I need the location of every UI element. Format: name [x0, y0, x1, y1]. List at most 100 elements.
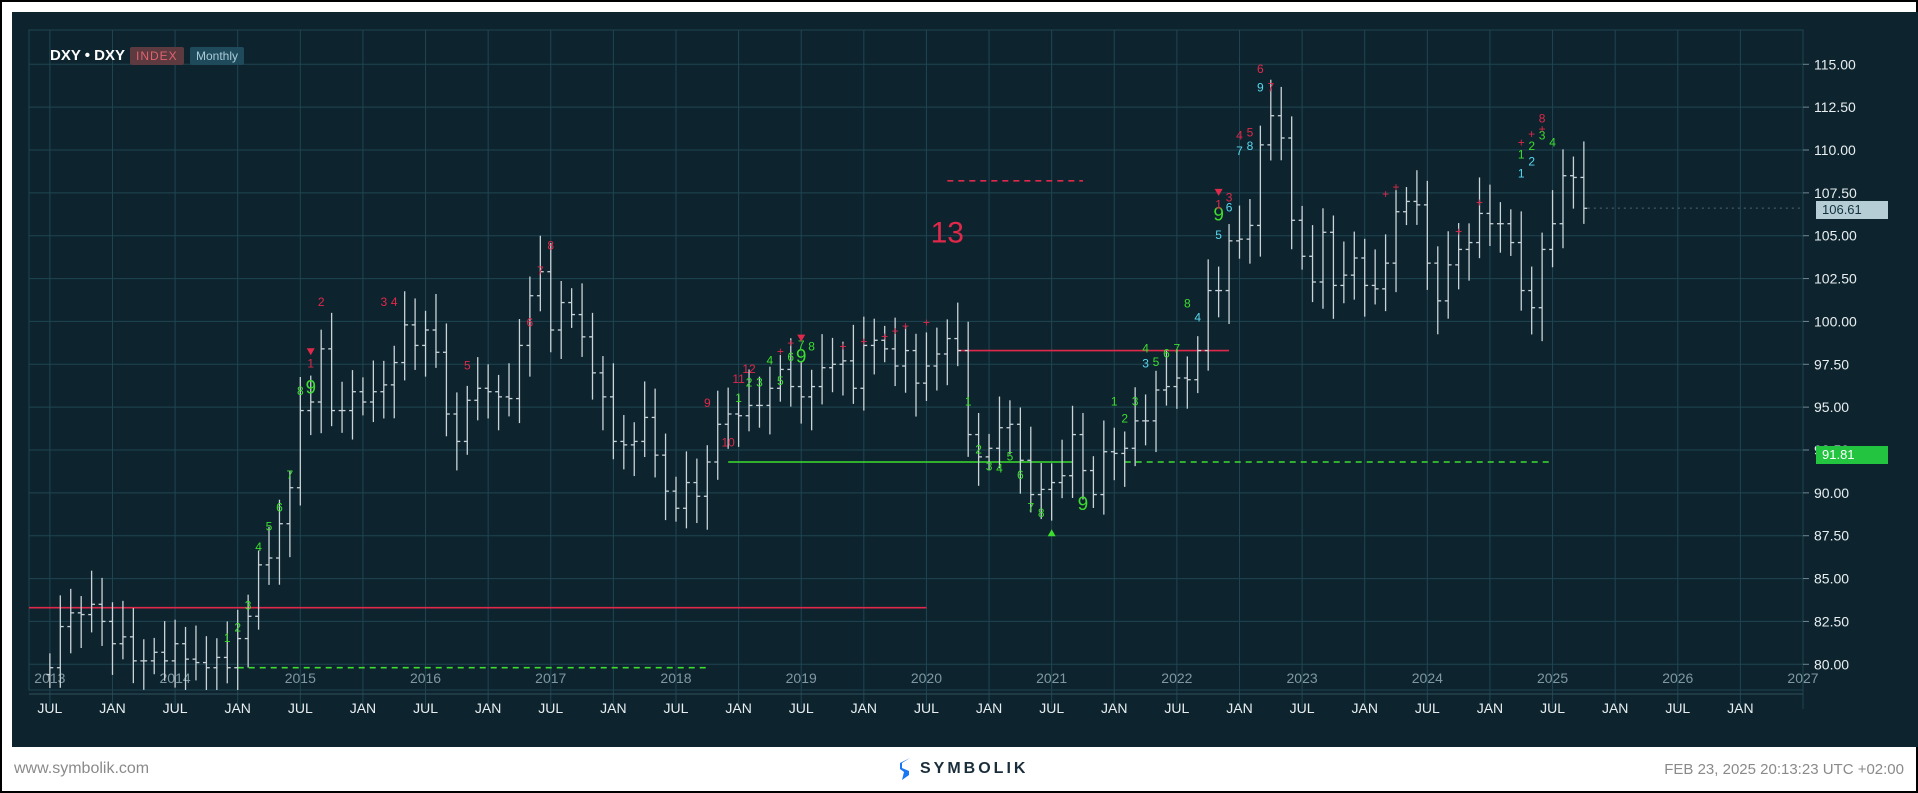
ohlc-bar	[641, 381, 649, 458]
td-count-label: 5	[1247, 125, 1254, 139]
month-tick-label: JAN	[224, 700, 250, 716]
td-count-label: 4	[996, 461, 1003, 475]
ohlc-bar	[1058, 439, 1066, 499]
td-count-label: 2	[1528, 154, 1535, 168]
td-count-label: 7	[287, 468, 294, 482]
ohlc-bar	[1246, 199, 1254, 264]
ohlc-bar	[829, 337, 836, 393]
ohlc-bar	[881, 325, 889, 363]
y-tick-label: 100.00	[1814, 313, 1857, 329]
td-count-label: 8	[1038, 506, 1045, 520]
ohlc-bar	[975, 412, 983, 486]
td-count-label: +	[839, 340, 846, 354]
ohlc-bar	[536, 235, 544, 312]
ohlc-bar	[1131, 387, 1139, 467]
td-count-label: +	[860, 334, 867, 348]
ohlc-bar	[964, 321, 972, 457]
ohlc-bar	[77, 596, 85, 648]
ohlc-bar	[1538, 232, 1546, 342]
last-price-tag: 106.61	[1816, 201, 1888, 219]
ohlc-bar	[620, 415, 628, 470]
ohlc-bar	[1392, 190, 1400, 293]
ohlc-bar	[150, 637, 158, 675]
ohlc-bar	[1194, 336, 1202, 394]
td-count-label: 3	[380, 295, 387, 309]
td-count-label: 1	[1215, 197, 1222, 211]
ohlc-bar	[1319, 208, 1327, 309]
td-count-label: 5	[1215, 228, 1222, 242]
td-count-label: 1	[307, 357, 314, 371]
month-tick-label: JAN	[1602, 700, 1628, 716]
month-tick-label: JUL	[163, 700, 188, 716]
month-tick-label: JUL	[789, 700, 814, 716]
sell-arrow-icon	[1214, 188, 1223, 196]
month-tick-label: JUL	[914, 700, 939, 716]
td-count-label: 6	[1163, 346, 1170, 360]
ohlc-bar	[1444, 231, 1452, 319]
ohlc-bar	[1079, 412, 1087, 500]
td-count-label: +	[1382, 187, 1389, 201]
price-chart[interactable]: JUL JAN JUL JAN JUL JAN JUL JAN JUL JAN JUL JAN JUL J…	[12, 12, 1918, 747]
ohlc-bar	[328, 312, 336, 427]
td-count-label: 3	[245, 598, 252, 612]
td-count-label: 8	[808, 340, 815, 354]
ohlc-bar	[422, 310, 429, 377]
ohlc-bar	[1215, 266, 1223, 318]
ohlc-bar	[662, 433, 669, 521]
ohlc-bar	[390, 345, 398, 419]
td-count-label: 9	[1257, 81, 1264, 95]
ohlc-bar	[129, 608, 137, 684]
td-count-label: +	[1518, 136, 1525, 150]
ohlc-bar	[1100, 420, 1108, 515]
year-tick-label: 2020	[911, 670, 942, 686]
ohlc-bar	[756, 376, 763, 428]
ohlc-bar	[943, 319, 951, 386]
year-tick-label: 2017	[535, 670, 566, 686]
td-count-label: 4	[1549, 136, 1556, 150]
td-count-label: 1	[735, 391, 742, 405]
td-count-label: 2	[746, 376, 753, 390]
td-count-label: 4	[255, 540, 262, 554]
y-tick-label: 115.00	[1814, 56, 1856, 72]
ohlc-bar	[1455, 223, 1463, 290]
td-count-label: +	[1539, 122, 1546, 136]
ohlc-bar	[787, 338, 795, 407]
month-tick-label: JAN	[1101, 700, 1127, 716]
month-tick-label: JAN	[976, 700, 1002, 716]
td-count-label: +	[892, 324, 899, 338]
ohlc-bar	[213, 638, 221, 690]
ohlc-bar	[203, 636, 210, 690]
ohlc-bar	[1549, 190, 1556, 268]
td-count-label: 7	[1174, 341, 1181, 355]
td-count-label: 5	[1007, 449, 1014, 463]
td-count-label: 7	[1236, 144, 1243, 158]
ohlc-bar	[411, 298, 419, 370]
td-count-label: 8	[1539, 112, 1546, 126]
ohlc-bar	[244, 594, 252, 668]
ohlc-bar	[1486, 184, 1494, 246]
y-tick-label: 95.00	[1814, 399, 1849, 415]
ohlc-bar	[1382, 234, 1389, 312]
ohlc-bar	[67, 588, 75, 654]
ohlc-bar	[495, 374, 502, 431]
ohlc-bar	[683, 451, 690, 529]
td-count-label: 4	[1194, 310, 1201, 324]
td-count-label: 7	[798, 338, 805, 352]
ohlc-bar	[317, 329, 325, 434]
ohlc-bar	[891, 317, 899, 387]
td-count-label: 3	[1142, 357, 1149, 371]
year-tick-label: 2022	[1161, 670, 1192, 686]
td-count-label: 6	[1017, 468, 1024, 482]
website-link[interactable]: www.symbolik.com	[14, 760, 150, 777]
td-count-label: 12	[742, 362, 756, 376]
td-count-label: 7	[1267, 81, 1274, 95]
ohlc-bar	[1225, 224, 1233, 324]
td-count-label: 2	[318, 295, 325, 309]
ohlc-bar	[1163, 350, 1170, 406]
month-tick-label: JAN	[1226, 700, 1252, 716]
ohlc-bar	[119, 600, 127, 660]
year-tick-label: 2018	[660, 670, 691, 686]
month-tick-label: JUL	[1540, 700, 1565, 716]
y-tick-label: 97.50	[1814, 356, 1849, 372]
period-badge[interactable]: Monthly	[190, 47, 245, 65]
